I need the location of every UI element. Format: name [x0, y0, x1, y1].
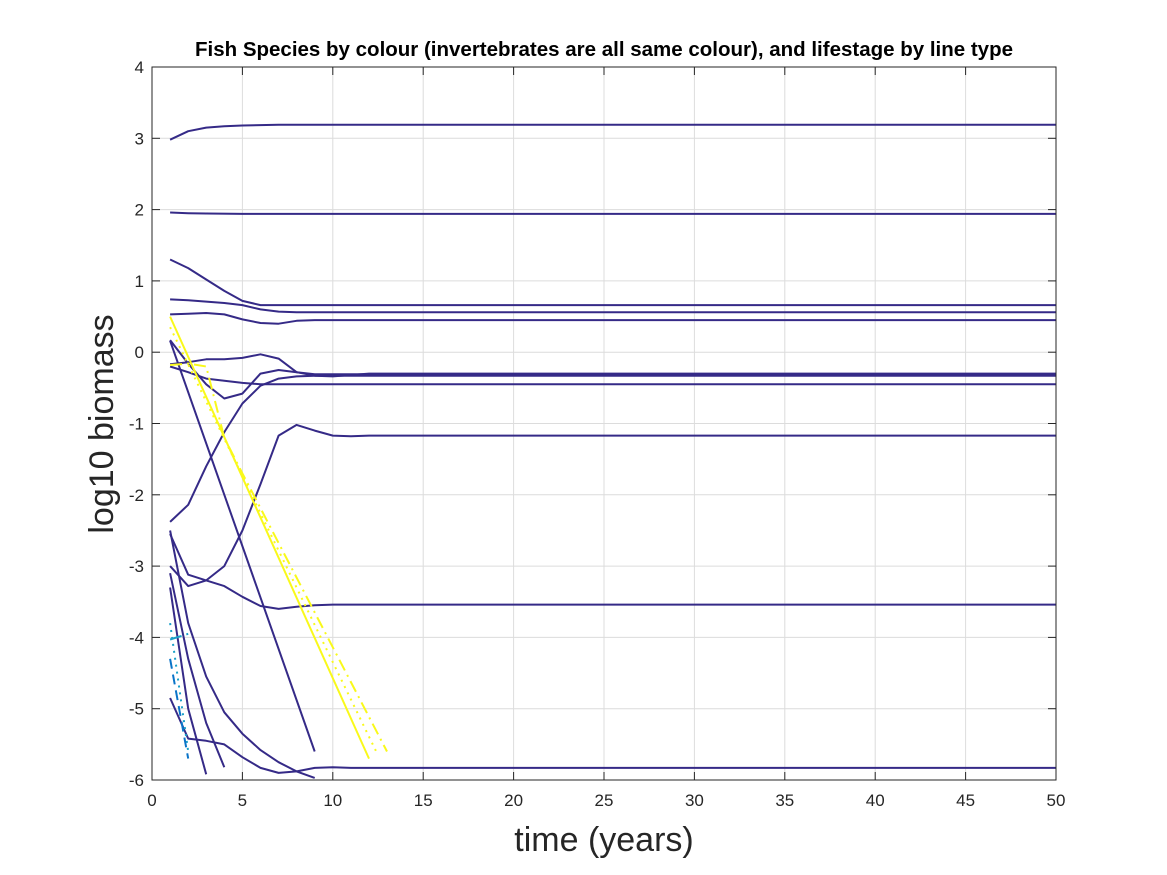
series-line-invertebrate-solid-5 — [170, 312, 1056, 325]
y-tick-label: 0 — [135, 343, 144, 362]
y-tick-label: -2 — [129, 486, 144, 505]
y-axis-ticks: 4 3 2 1 0 -1 -2 -3 -4 -5 -6 — [129, 58, 1056, 790]
series-line-fish_yellow-dotted-19 — [169, 326, 378, 752]
series-line-invertebrate-solid-16 — [169, 697, 1056, 774]
y-tick-label: -1 — [129, 415, 144, 434]
chart-title: Fish Species by colour (invertebrates ar… — [195, 38, 1013, 61]
series-line-invertebrate-solid-11 — [169, 565, 1056, 610]
x-axis-label: time (years) — [514, 821, 693, 859]
series-line-invertebrate-solid-10 — [169, 423, 1056, 582]
x-axis-ticks: 0 5 10 15 20 25 30 35 40 45 50 — [147, 67, 1065, 810]
y-tick-label: -3 — [129, 557, 144, 576]
x-tick-label: 15 — [414, 791, 433, 810]
x-tick-label: 25 — [595, 791, 614, 810]
y-tick-label: -4 — [129, 628, 144, 647]
y-tick-label: -5 — [129, 700, 144, 719]
y-tick-label: 1 — [135, 272, 144, 291]
series-line-invertebrate-solid-2 — [170, 211, 1056, 215]
x-tick-label: 30 — [685, 791, 704, 810]
y-tick-label: -6 — [129, 771, 144, 790]
y-tick-label: 3 — [135, 129, 144, 148]
x-tick-label: 35 — [775, 791, 794, 810]
x-tick-label: 20 — [504, 791, 523, 810]
series-line-fish_yellow-dashdot-18 — [170, 362, 388, 752]
x-tick-label: 45 — [956, 791, 975, 810]
x-tick-label: 10 — [323, 791, 342, 810]
series-line-invertebrate-solid-13 — [169, 530, 316, 779]
y-tick-label: 2 — [135, 201, 144, 220]
series-line-fish_cyan-dotted-20 — [169, 622, 190, 752]
x-tick-label: 40 — [866, 791, 885, 810]
series-line-invertebrate-solid-14 — [169, 572, 226, 768]
series-line-fish_cyan-dashdot-21 — [169, 632, 189, 641]
series-line-invertebrate-solid-12 — [169, 340, 316, 752]
series-line-fish_yellow-solid-17 — [169, 316, 370, 760]
series-line-invertebrate-solid-9 — [169, 374, 1056, 523]
series-line-invertebrate-solid-15 — [169, 587, 208, 775]
series-line-invertebrate-solid-7 — [169, 353, 1056, 378]
series-line-invertebrate-solid-3 — [169, 258, 1056, 307]
series-line-invertebrate-solid-1 — [169, 123, 1056, 141]
y-tick-label: 4 — [135, 58, 144, 77]
x-tick-label: 50 — [1047, 791, 1066, 810]
y-axis-label: log10 biomass — [83, 314, 121, 533]
series-line-invertebrate-solid-4 — [170, 298, 1056, 314]
x-tick-label: 0 — [147, 791, 156, 810]
series-line-fish_blue-dashed-22 — [169, 658, 190, 759]
series-lines — [169, 123, 1056, 779]
x-tick-label: 5 — [238, 791, 247, 810]
